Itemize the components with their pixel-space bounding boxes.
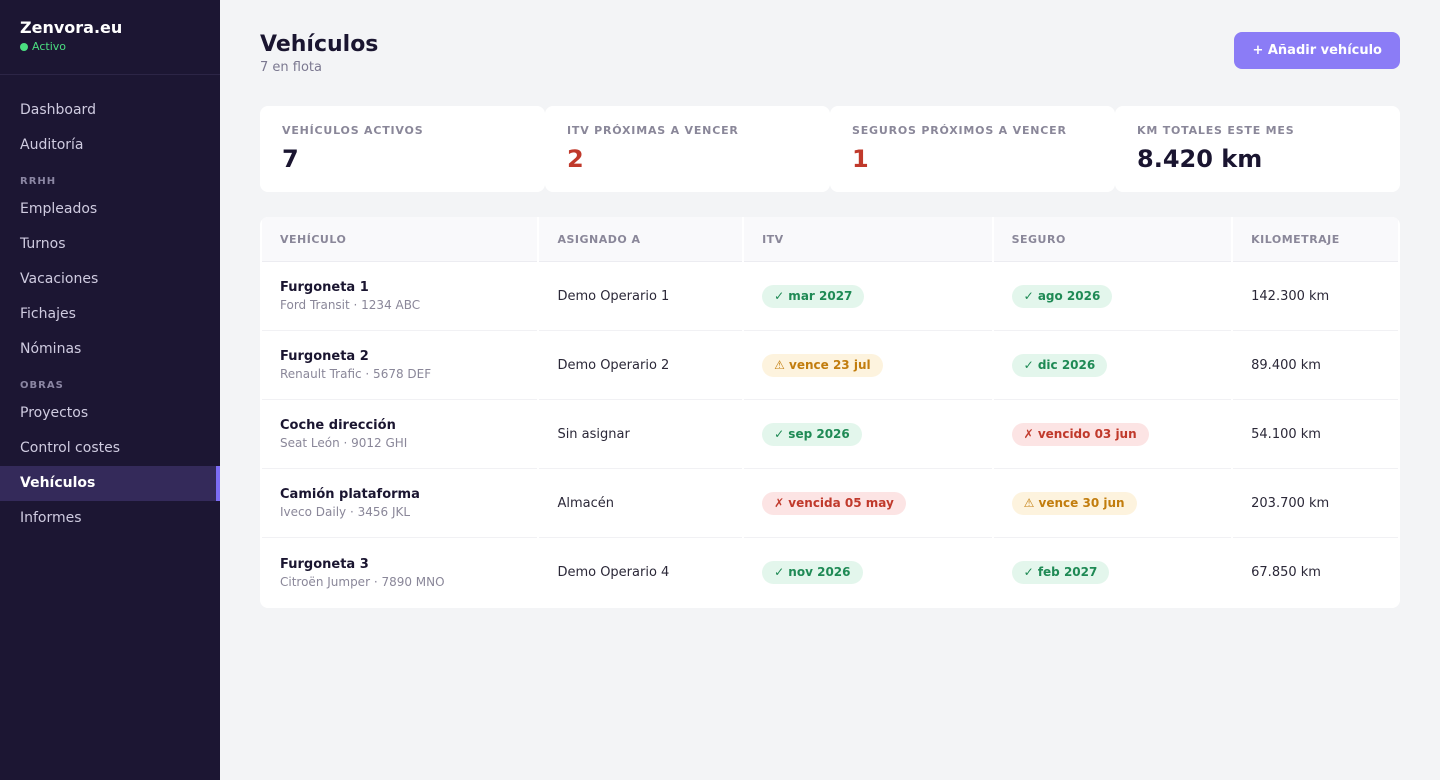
stat-card-total-km: KM TOTALES ESTE MES 8.420 km — [1115, 106, 1400, 192]
mileage-cell: 89.400 km — [1233, 331, 1398, 400]
vehicle-detail: Renault Trafic · 5678 DEF — [280, 367, 432, 381]
assigned-cell: Demo Operario 2 — [539, 331, 743, 400]
table-row[interactable]: Coche dirección Seat León · 9012 GHI Sin… — [262, 400, 1398, 469]
stat-value: 1 — [852, 145, 869, 173]
stat-label: ITV PRÓXIMAS A VENCER — [567, 124, 739, 137]
stats-row: VEHÍCULOS ACTIVOS 7 ITV PRÓXIMAS A VENCE… — [260, 106, 1400, 192]
column-header-itv[interactable]: ITV — [744, 217, 992, 262]
stat-label: KM TOTALES ESTE MES — [1137, 124, 1295, 137]
main-content: Vehículos 7 en flota + Añadir vehículo V… — [220, 0, 1440, 780]
insurance-status-badge: ✗ vencido 03 jun — [1011, 422, 1149, 446]
insurance-status-badge: ✓ dic 2026 — [1011, 353, 1108, 377]
table-row[interactable]: Furgoneta 1 Ford Transit · 1234 ABC Demo… — [262, 262, 1398, 331]
page-subtitle: 7 en flota — [260, 60, 322, 75]
stat-value: 8.420 km — [1137, 145, 1263, 173]
insurance-cell: ✗ vencido 03 jun — [993, 400, 1232, 469]
insurance-cell: ✓ feb 2027 — [994, 538, 1232, 607]
stat-card-active-vehicles: VEHÍCULOS ACTIVOS 7 — [260, 106, 545, 192]
insurance-cell: ✓ ago 2026 — [993, 262, 1232, 331]
column-header-seguro[interactable]: SEGURO — [993, 217, 1232, 262]
sidebar-item-vehiculos[interactable]: Vehículos — [0, 466, 220, 501]
vehicle-name[interactable]: Furgoneta 2 — [280, 349, 369, 364]
stat-value: 7 — [282, 145, 299, 173]
stat-card-itv-expiring: ITV PRÓXIMAS A VENCER 2 — [545, 106, 830, 192]
sidebar-item-nominas[interactable]: Nóminas — [20, 341, 82, 357]
brand-status-label: Activo — [32, 40, 66, 53]
table-row[interactable]: Furgoneta 3 Citroën Jumper · 7890 MNO De… — [262, 538, 1398, 607]
brand-block: Zenvora.eu Activo — [0, 0, 220, 75]
itv-status-badge: ✓ nov 2026 — [762, 561, 863, 584]
mileage-cell: 142.300 km — [1233, 262, 1398, 331]
vehicle-cell: Coche dirección Seat León · 9012 GHI — [262, 400, 538, 469]
insurance-status-badge: ✓ feb 2027 — [1011, 561, 1110, 584]
sidebar: Zenvora.eu Activo Dashboard Auditoría RR… — [0, 0, 220, 780]
table-row[interactable]: Furgoneta 2 Renault Trafic · 5678 DEF De… — [262, 331, 1398, 400]
insurance-status-badge: ⚠ vence 30 jun — [1011, 491, 1137, 515]
stat-label: SEGUROS PRÓXIMOS A VENCER — [852, 124, 1067, 137]
sidebar-item-empleados[interactable]: Empleados — [20, 201, 98, 217]
brand-status: Activo — [20, 40, 200, 53]
sidebar-item-auditoria[interactable]: Auditoría — [20, 137, 84, 153]
add-vehicle-button[interactable]: + Añadir vehículo — [1234, 32, 1400, 69]
vehicle-detail: Iveco Daily · 3456 JKL — [280, 505, 411, 519]
mileage-cell: 67.850 km — [1251, 565, 1321, 580]
vehicle-cell: Camión plataforma Iveco Daily · 3456 JKL — [262, 469, 538, 538]
itv-status-badge: ✗ vencida 05 may — [762, 491, 906, 515]
vehicles-table: VEHÍCULO ASIGNADO A ITV SEGURO KILOMETRA… — [260, 217, 1400, 607]
vehicle-name[interactable]: Coche dirección — [280, 418, 396, 433]
mileage-cell: 54.100 km — [1233, 400, 1398, 469]
sidebar-item-fichajes[interactable]: Fichajes — [20, 306, 76, 322]
insurance-cell: ✓ dic 2026 — [993, 331, 1232, 400]
itv-cell: ✓ nov 2026 — [744, 538, 992, 607]
stat-card-insurance-expiring: SEGUROS PRÓXIMOS A VENCER 1 — [830, 106, 1115, 192]
itv-cell: ✓ sep 2026 — [744, 400, 992, 469]
sidebar-item-vacaciones[interactable]: Vacaciones — [20, 271, 99, 287]
vehicle-detail: Ford Transit · 1234 ABC — [280, 298, 421, 312]
vehicle-name[interactable]: Camión plataforma — [280, 487, 420, 502]
assigned-cell: Demo Operario 1 — [539, 262, 743, 331]
mileage-cell: 203.700 km — [1233, 469, 1398, 538]
itv-cell: ✓ mar 2027 — [744, 262, 992, 331]
vehicle-cell: Furgoneta 1 Ford Transit · 1234 ABC — [262, 262, 538, 331]
itv-status-badge: ✓ mar 2027 — [762, 284, 865, 308]
sidebar-nav: Dashboard Auditoría RRHH Empleados Turno… — [0, 75, 220, 536]
insurance-cell: ⚠ vence 30 jun — [993, 469, 1232, 538]
sidebar-item-dashboard[interactable]: Dashboard — [20, 102, 96, 118]
stat-value: 2 — [567, 145, 584, 173]
table-header-row: VEHÍCULO ASIGNADO A ITV SEGURO KILOMETRA… — [262, 217, 1398, 262]
brand-name[interactable]: Zenvora.eu — [20, 18, 123, 37]
assigned-cell: Almacén — [539, 469, 743, 538]
stat-label: VEHÍCULOS ACTIVOS — [282, 124, 424, 137]
table-row[interactable]: Camión plataforma Iveco Daily · 3456 JKL… — [262, 469, 1398, 538]
itv-cell: ⚠ vence 23 jul — [744, 331, 992, 400]
vehicles-table-card: VEHÍCULO ASIGNADO A ITV SEGURO KILOMETRA… — [260, 217, 1400, 608]
insurance-status-badge: ✓ ago 2026 — [1011, 284, 1113, 308]
vehicle-name[interactable]: Furgoneta 1 — [280, 280, 369, 295]
vehicle-name[interactable]: Furgoneta 3 — [280, 556, 369, 572]
assigned-cell: Sin asignar — [539, 400, 743, 469]
page-title: Vehículos — [260, 32, 379, 57]
vehicle-detail: Citroën Jumper · 7890 MNO — [280, 574, 445, 589]
column-header-vehiculo[interactable]: VEHÍCULO — [262, 217, 538, 262]
itv-cell: ✗ vencida 05 may — [744, 469, 992, 538]
assigned-cell: Demo Operario 4 — [557, 565, 670, 580]
itv-status-badge: ✓ sep 2026 — [762, 422, 862, 446]
sidebar-item-proyectos[interactable]: Proyectos — [20, 405, 89, 421]
column-header-asignado[interactable]: ASIGNADO A — [539, 217, 743, 262]
sidebar-section-obras: OBRAS — [20, 380, 64, 391]
sidebar-item-informes[interactable]: Informes — [20, 510, 82, 526]
itv-status-badge: ⚠ vence 23 jul — [762, 353, 883, 377]
vehicle-detail: Seat León · 9012 GHI — [280, 436, 408, 450]
sidebar-item-turnos[interactable]: Turnos — [20, 236, 66, 252]
column-header-kilometraje[interactable]: KILOMETRAJE — [1233, 217, 1398, 262]
status-dot-icon — [20, 42, 28, 51]
vehicle-cell: Furgoneta 3 Citroën Jumper · 7890 MNO — [262, 538, 537, 607]
sidebar-section-rrhh: RRHH — [20, 176, 57, 187]
sidebar-item-control-costes[interactable]: Control costes — [20, 440, 121, 456]
vehicle-cell: Furgoneta 2 Renault Trafic · 5678 DEF — [262, 331, 538, 400]
